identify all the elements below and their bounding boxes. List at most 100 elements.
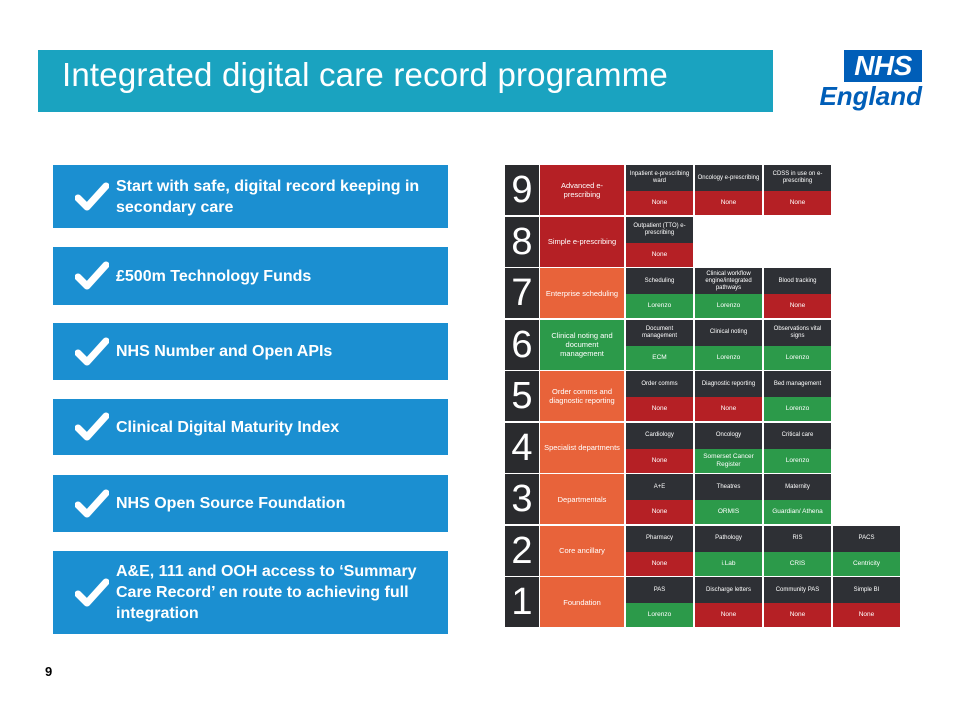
maturity-level-number: 4 [505,422,539,473]
maturity-level-number: 8 [505,216,539,267]
maturity-level-row: 5 Order comms and diagnostic reporting Ord… [505,371,905,421]
capability-cell: Cardiology None [626,422,693,473]
capability-status: Lorenzo [626,294,693,318]
capability-cell: Clinical workflow engine/integrated path… [695,268,762,318]
capability-cell: Theatres ORMIS [695,474,762,524]
capability-cell: Critical care Lorenzo [764,422,831,473]
maturity-level-name: Specialist departments [540,422,624,473]
capability-name: Discharge letters [695,577,762,603]
digital-maturity-chart: 9 Advanced e-prescribing Inpatient e-presc… [505,165,905,628]
capability-status: None [626,397,693,421]
maturity-level-name: Advanced e-prescribing [540,165,624,215]
capability-cell: Clinical noting Lorenzo [695,319,762,370]
capability-cell: Simple BI None [833,577,900,627]
maturity-level-row: 6 Clinical noting and document management… [505,319,905,370]
capability-status: Lorenzo [695,345,762,370]
capability-status: Lorenzo [764,345,831,370]
capability-name: Outpatient (TTO) e-prescribing [626,216,693,243]
capability-cell: Blood tracking None [764,268,831,318]
capability-name: Oncology e-prescribing [695,165,762,191]
maturity-level-number: 6 [505,319,539,370]
maturity-level-number: 9 [505,165,539,215]
capability-name: Community PAS [764,577,831,603]
capability-name: Critical care [764,422,831,449]
checklist-item: Clinical Digital Maturity Index [53,399,448,455]
capability-name: Scheduling [626,268,693,294]
nhs-england-logo: NHS England [818,50,922,114]
maturity-level-name: Order comms and diagnostic reporting [540,371,624,421]
checkmark-icon [75,182,109,211]
capability-name: Pharmacy [626,525,693,552]
capability-cell: Order comms None [626,371,693,421]
checklist-item-text: Clinical Digital Maturity Index [116,418,340,436]
capability-cell: CDSS in use on e-prescribing None [764,165,831,215]
maturity-level-row: 1 Foundation PAS Lorenzo Discharge letters No… [505,577,905,627]
maturity-level-name: Foundation [540,577,624,627]
capability-name: Diagnostic reporting [695,371,762,397]
checkmark-icon [75,261,109,290]
capability-name: RIS [764,525,831,552]
capability-name: Order comms [626,371,693,397]
maturity-level-number: 5 [505,371,539,421]
capability-cell: PAS Lorenzo [626,577,693,627]
capability-status: ECM [626,345,693,370]
capability-status: None [626,500,693,524]
capability-status: ORMIS [695,500,762,524]
checklist-item-text: NHS Number and Open APIs [116,343,333,360]
maturity-level-name: Simple e-prescribing [540,216,624,267]
maturity-level-name: Core ancillary [540,525,624,576]
capability-cell: Oncology e-prescribing None [695,165,762,215]
capability-cell: Pathology i.Lab [695,525,762,576]
capability-status: Centricity [833,551,900,576]
capability-status: Lorenzo [764,397,831,421]
capability-cell: Inpatient e-prescribing ward None [626,165,693,215]
capability-name: Theatres [695,474,762,500]
capability-name: Oncology [695,422,762,449]
capability-cell: Maternity Guardian/ Athena [764,474,831,524]
checkmark-icon [75,412,109,441]
capability-status: CRIS [764,551,831,576]
capability-status: None [695,191,762,215]
nhs-logo-mark: NHS [844,50,922,82]
checklist-item-text: A&E, 111 and OOH access to ‘Summary Care… [116,563,417,622]
maturity-level-number: 1 [505,577,539,627]
capability-name: Simple BI [833,577,900,603]
capability-cell: Pharmacy None [626,525,693,576]
capability-status: None [764,191,831,215]
capability-status: None [626,448,693,473]
maturity-level-number: 3 [505,474,539,524]
capability-status: None [626,191,693,215]
title-bar: Integrated digital care record programme [38,50,773,112]
page-number: 9 [45,664,53,679]
maturity-level-name: Clinical noting and document management [540,319,624,370]
capability-cell: Observations vital signs Lorenzo [764,319,831,370]
capability-cell: Community PAS None [764,577,831,627]
capability-status: Lorenzo [764,448,831,473]
capability-cell: Oncology Somerset Cancer Register [695,422,762,473]
capability-cell: Scheduling Lorenzo [626,268,693,318]
capability-name: Clinical workflow engine/integrated path… [695,268,762,294]
capability-name: PAS [626,577,693,603]
checklist-item-text: NHS Open Source Foundation [116,495,346,512]
checkmark-icon [75,578,109,607]
capability-name: A+E [626,474,693,500]
capability-cell: PACS Centricity [833,525,900,576]
capability-name: PACS [833,525,900,552]
capability-status: None [626,242,693,267]
maturity-level-number: 7 [505,268,539,318]
maturity-level-row: 7 Enterprise scheduling Scheduling Lorenzo C… [505,268,905,318]
nhs-logo-region: England [819,81,922,111]
capability-cell: Diagnostic reporting None [695,371,762,421]
capability-name: Cardiology [626,422,693,449]
maturity-level-row: 9 Advanced e-prescribing Inpatient e-presc… [505,165,905,215]
capability-status: None [695,397,762,421]
checklist-item: Start with safe, digital record keeping … [53,165,448,228]
capability-name: Bed management [764,371,831,397]
capability-name: CDSS in use on e-prescribing [764,165,831,191]
maturity-level-row: 2 Core ancillary Pharmacy None Pathology i.La… [505,525,905,576]
capability-status: None [764,294,831,318]
capability-cell: RIS CRIS [764,525,831,576]
capability-name: Observations vital signs [764,319,831,346]
capability-cell: Outpatient (TTO) e-prescribing None [626,216,693,267]
maturity-level-row: 3 Departmentals A+E None Theatres ORMIS Matern… [505,474,905,524]
